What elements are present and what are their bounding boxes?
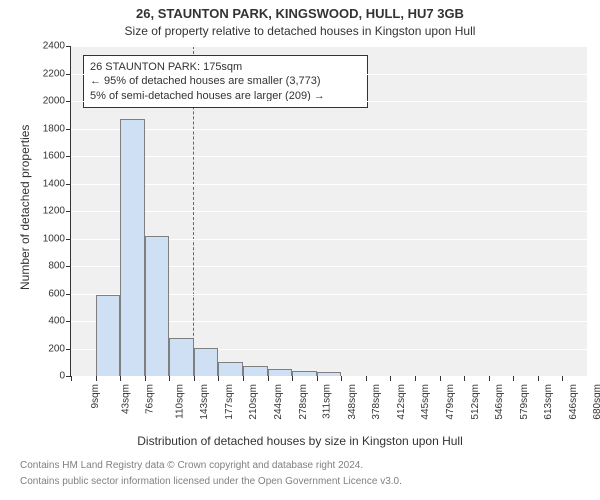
histogram-bar — [120, 119, 145, 376]
ytick-mark — [66, 74, 71, 75]
xtick-mark — [464, 376, 465, 381]
xtick-mark — [292, 376, 293, 381]
xtick-label: 210sqm — [249, 384, 260, 420]
xtick-mark — [366, 376, 367, 381]
gridline — [71, 46, 587, 47]
xtick-mark — [268, 376, 269, 381]
gridline — [71, 74, 587, 75]
ytick-mark — [66, 239, 71, 240]
gridline — [71, 156, 587, 157]
gridline — [71, 211, 587, 212]
histogram-bar — [292, 371, 317, 377]
ytick-label: 1800 — [43, 123, 65, 134]
xtick-mark — [194, 376, 195, 381]
xtick-mark — [169, 376, 170, 381]
histogram-bar — [243, 366, 268, 376]
ytick-label: 400 — [48, 316, 65, 327]
footer-line-1: Contains HM Land Registry data © Crown c… — [20, 460, 363, 471]
annotation-line: 26 STAUNTON PARK: 175sqm — [90, 60, 361, 74]
xtick-label: 177sqm — [224, 384, 235, 420]
xtick-label: 479sqm — [445, 384, 456, 420]
xtick-mark — [415, 376, 416, 381]
ytick-mark — [66, 294, 71, 295]
xtick-label: 412sqm — [396, 384, 407, 420]
ytick-label: 1600 — [43, 151, 65, 162]
histogram-bar — [96, 295, 121, 376]
gridline — [71, 101, 587, 102]
xtick-mark — [390, 376, 391, 381]
xtick-mark — [218, 376, 219, 381]
xtick-label: 579sqm — [519, 384, 530, 420]
ytick-mark — [66, 184, 71, 185]
xtick-mark — [538, 376, 539, 381]
ytick-label: 2200 — [43, 68, 65, 79]
ytick-mark — [66, 349, 71, 350]
xtick-label: 244sqm — [273, 384, 284, 420]
xtick-label: 546sqm — [494, 384, 505, 420]
plot-area: 26 STAUNTON PARK: 175sqm← 95% of detache… — [70, 46, 587, 377]
xtick-label: 43sqm — [120, 384, 131, 414]
xtick-mark — [96, 376, 97, 381]
gridline — [71, 129, 587, 130]
ytick-label: 1200 — [43, 206, 65, 217]
histogram-bar — [317, 372, 342, 376]
annotation-box: 26 STAUNTON PARK: 175sqm← 95% of detache… — [83, 55, 368, 108]
ytick-mark — [66, 156, 71, 157]
y-axis-label: Number of detached properties — [18, 125, 32, 290]
ytick-label: 600 — [48, 288, 65, 299]
ytick-mark — [66, 46, 71, 47]
ytick-label: 2000 — [43, 96, 65, 107]
histogram-bar — [218, 362, 243, 376]
xtick-label: 278sqm — [298, 384, 309, 420]
xtick-mark — [317, 376, 318, 381]
ytick-mark — [66, 211, 71, 212]
xtick-label: 311sqm — [321, 384, 332, 419]
histogram-bar — [145, 236, 170, 376]
ytick-label: 1000 — [43, 233, 65, 244]
xtick-label: 613sqm — [543, 384, 554, 420]
ytick-mark — [66, 321, 71, 322]
xtick-mark — [513, 376, 514, 381]
ytick-mark — [66, 101, 71, 102]
xtick-label: 76sqm — [145, 384, 156, 414]
ytick-label: 200 — [48, 343, 65, 354]
chart-container: 26, STAUNTON PARK, KINGSWOOD, HULL, HU7 … — [0, 0, 600, 500]
gridline — [71, 376, 587, 377]
xtick-label: 348sqm — [347, 384, 358, 420]
footer-line-2: Contains public sector information licen… — [20, 476, 402, 487]
x-axis-label: Distribution of detached houses by size … — [0, 434, 600, 448]
xtick-label: 9sqm — [90, 384, 101, 408]
xtick-label: 445sqm — [421, 384, 432, 420]
xtick-mark — [562, 376, 563, 381]
ytick-label: 2400 — [43, 41, 65, 52]
xtick-mark — [145, 376, 146, 381]
xtick-mark — [341, 376, 342, 381]
ytick-mark — [66, 266, 71, 267]
gridline — [71, 184, 587, 185]
xtick-label: 680sqm — [593, 384, 600, 420]
chart-title-main: 26, STAUNTON PARK, KINGSWOOD, HULL, HU7 … — [0, 6, 600, 21]
xtick-mark — [489, 376, 490, 381]
chart-title-sub: Size of property relative to detached ho… — [0, 24, 600, 38]
xtick-label: 110sqm — [174, 384, 185, 419]
xtick-mark — [243, 376, 244, 381]
ytick-mark — [66, 129, 71, 130]
xtick-label: 512sqm — [470, 384, 481, 420]
histogram-bar — [268, 369, 293, 376]
ytick-label: 1400 — [43, 178, 65, 189]
ytick-label: 800 — [48, 261, 65, 272]
histogram-bar — [194, 348, 219, 376]
histogram-bar — [169, 338, 194, 377]
xtick-label: 378sqm — [371, 384, 382, 420]
xtick-mark — [120, 376, 121, 381]
xtick-label: 646sqm — [568, 384, 579, 420]
xtick-mark — [71, 376, 72, 381]
xtick-mark — [440, 376, 441, 381]
ytick-label: 0 — [59, 371, 65, 382]
annotation-line: ← 95% of detached houses are smaller (3,… — [90, 74, 361, 88]
xtick-label: 143sqm — [199, 384, 210, 420]
